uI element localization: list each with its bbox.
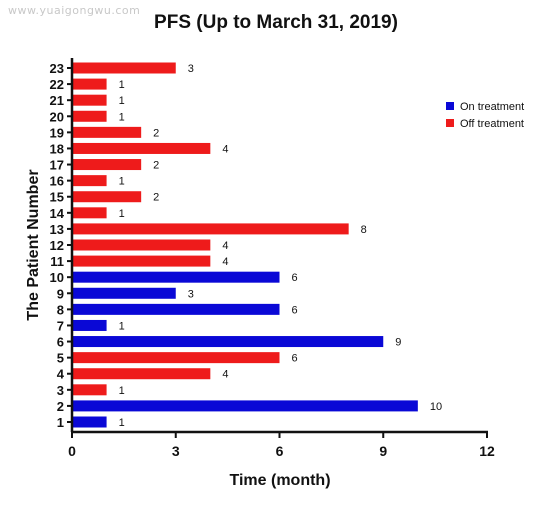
value-label-patient-18: 4 [222, 143, 228, 155]
value-label-patient-17: 2 [153, 160, 159, 172]
bar-patient-8 [72, 303, 280, 315]
x-axis-label: Time (month) [229, 472, 330, 489]
value-label-patient-8: 6 [292, 304, 298, 316]
y-tick-label-12: 12 [50, 238, 64, 253]
bar-patient-2 [72, 400, 418, 412]
value-label-patient-11: 4 [222, 256, 228, 268]
bar-patient-16 [72, 175, 107, 187]
value-label-patient-12: 4 [222, 240, 228, 252]
bar-patient-5 [72, 352, 280, 364]
x-tick-label-0: 0 [68, 443, 76, 459]
bar-patient-13 [72, 223, 349, 235]
bar-patient-23 [72, 62, 176, 74]
value-label-patient-19: 2 [153, 127, 159, 139]
y-tick-label-7: 7 [57, 318, 64, 333]
value-label-patient-13: 8 [361, 224, 367, 236]
legend-swatch-off-treatment [446, 119, 454, 127]
y-axis-label: The Patient Number [25, 169, 42, 320]
y-tick-label-17: 17 [50, 158, 64, 173]
value-label-patient-23: 3 [188, 63, 194, 75]
y-tick-label-20: 20 [50, 109, 64, 124]
y-tick-label-1: 1 [57, 415, 64, 430]
value-label-patient-14: 1 [119, 208, 125, 220]
bar-patient-15 [72, 191, 142, 203]
value-label-patient-20: 1 [119, 111, 125, 123]
y-tick-label-6: 6 [57, 335, 64, 350]
y-tick-label-16: 16 [50, 174, 64, 189]
bar-patient-9 [72, 287, 176, 299]
x-tick-label-9: 9 [379, 443, 387, 459]
bar-patient-18 [72, 142, 211, 154]
y-tick-label-3: 3 [57, 383, 64, 398]
bar-patient-19 [72, 126, 142, 138]
value-label-patient-2: 10 [430, 401, 442, 413]
y-tick-label-21: 21 [50, 93, 64, 108]
y-tick-label-2: 2 [57, 399, 64, 414]
value-label-patient-10: 6 [292, 272, 298, 284]
legend-label-on-treatment: On treatment [460, 101, 524, 113]
bar-patient-6 [72, 336, 384, 348]
x-tick-label-12: 12 [479, 443, 495, 459]
x-tick-label-3: 3 [172, 443, 180, 459]
bar-patient-11 [72, 255, 211, 267]
bar-patient-20 [72, 110, 107, 122]
y-tick-label-4: 4 [57, 367, 65, 382]
value-label-patient-16: 1 [119, 176, 125, 188]
bar-patient-3 [72, 384, 107, 396]
bar-patient-14 [72, 207, 107, 219]
y-tick-label-18: 18 [50, 141, 64, 156]
value-label-patient-5: 6 [292, 353, 298, 365]
y-tick-label-13: 13 [50, 222, 64, 237]
value-label-patient-6: 9 [395, 337, 401, 349]
legend-label-off-treatment: Off treatment [460, 118, 524, 130]
y-tick-label-11: 11 [50, 254, 64, 269]
y-tick-label-9: 9 [57, 286, 64, 301]
value-label-patient-15: 2 [153, 192, 159, 204]
y-tick-label-14: 14 [50, 206, 65, 221]
x-tick-label-6: 6 [276, 443, 284, 459]
value-label-patient-9: 3 [188, 288, 194, 300]
bar-patient-4 [72, 368, 211, 380]
value-label-patient-21: 1 [119, 95, 125, 107]
y-tick-label-19: 19 [50, 125, 64, 140]
bar-patient-1 [72, 416, 107, 428]
y-tick-label-22: 22 [50, 77, 64, 92]
bar-patient-7 [72, 319, 107, 331]
watermark: www.yuaigongwu.com [8, 4, 141, 17]
bar-patient-21 [72, 94, 107, 106]
legend-swatch-on-treatment [446, 102, 454, 110]
value-label-patient-7: 1 [119, 320, 125, 332]
legend: On treatment Off treatment [446, 101, 524, 130]
y-tick-label-23: 23 [50, 61, 64, 76]
bar-patient-22 [72, 78, 107, 90]
y-tick-label-15: 15 [50, 190, 64, 205]
value-label-patient-4: 4 [222, 369, 228, 381]
y-tick-label-10: 10 [50, 270, 64, 285]
value-label-patient-22: 1 [119, 79, 125, 91]
bar-patient-10 [72, 271, 280, 283]
bars-group [72, 62, 418, 428]
y-tick-label-8: 8 [57, 302, 64, 317]
bar-patient-17 [72, 159, 142, 171]
chart-title: PFS (Up to March 31, 2019) [154, 12, 398, 33]
y-tick-label-5: 5 [57, 351, 64, 366]
value-label-patient-1: 1 [119, 417, 125, 429]
value-label-patient-3: 1 [119, 385, 125, 397]
bar-patient-12 [72, 239, 211, 251]
